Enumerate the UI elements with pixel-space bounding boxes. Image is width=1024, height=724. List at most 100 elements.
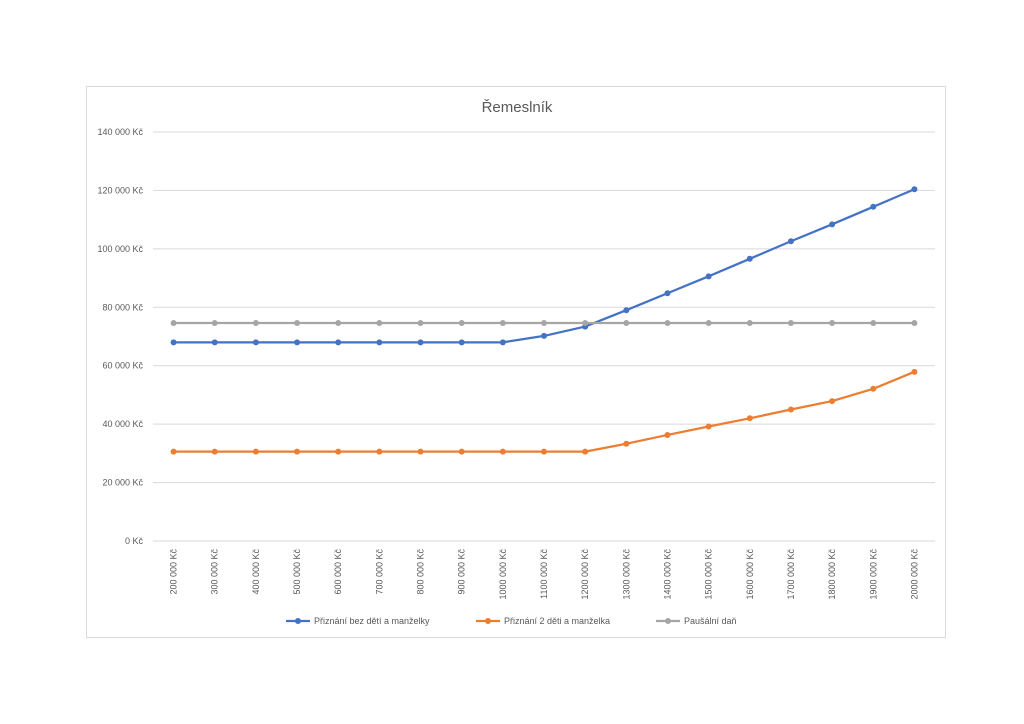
y-tick-label: 120 000 Kč (97, 185, 143, 195)
x-tick-label: 700 000 Kč (374, 549, 384, 595)
data-point (335, 448, 342, 455)
data-point (170, 448, 177, 455)
data-point (252, 320, 259, 327)
x-tick-label: 1000 000 Kč (498, 549, 508, 600)
data-point (582, 448, 589, 455)
x-tick-label: 900 000 Kč (457, 549, 467, 595)
data-point (787, 320, 794, 327)
data-point (541, 332, 547, 339)
data-point (541, 320, 547, 327)
x-tick-label: 1900 000 Kč (868, 549, 878, 600)
data-point (499, 320, 506, 327)
data-point (664, 320, 671, 327)
series-2 (170, 368, 918, 455)
data-point (911, 186, 918, 193)
data-point (294, 339, 301, 346)
data-point (746, 255, 753, 262)
legend-item: Paušální daň (656, 616, 737, 626)
data-point (911, 368, 918, 375)
legend-item: Přiznání 2 děti a manželka (476, 616, 610, 626)
x-tick-label: 1700 000 Kč (786, 549, 796, 600)
data-point (417, 320, 424, 327)
data-point (911, 320, 918, 327)
x-tick-label: 1400 000 Kč (662, 549, 672, 600)
data-point (664, 431, 671, 438)
data-point (787, 238, 794, 245)
x-tick-label: 400 000 Kč (251, 549, 261, 595)
series-line (173, 188, 915, 344)
data-point (458, 339, 465, 346)
x-axis-tick-labels: 200 000 Kč 300 000 Kč 400 000 Kč 500 000 Kč… (169, 549, 920, 600)
data-point (211, 339, 218, 346)
data-point (376, 339, 383, 346)
data-point (746, 415, 753, 422)
data-point (870, 320, 877, 327)
data-point (829, 398, 836, 405)
y-tick-label: 80 000 Kč (102, 302, 143, 312)
legend-item: Přiznání bez dětí a manželky (286, 616, 430, 626)
data-point (623, 307, 630, 314)
data-point (458, 320, 465, 327)
legend-label: Přiznání bez dětí a manželky (314, 616, 430, 626)
series-lines (170, 186, 918, 455)
data-point (170, 320, 177, 327)
legend-swatch-marker (665, 618, 671, 624)
data-point (499, 339, 506, 346)
chart-frame: Řemeslník 0 Kč 20 000 Kč 40 000 Kč 60 000 K… (86, 86, 946, 638)
x-tick-label: 1500 000 Kč (704, 549, 714, 600)
data-point (829, 221, 836, 228)
y-tick-label: 40 000 Kč (102, 419, 143, 429)
data-point (623, 320, 630, 327)
x-tick-label: 1800 000 Kč (827, 549, 837, 600)
legend-swatch-marker (485, 618, 491, 624)
data-point (211, 320, 218, 327)
y-tick-label: 140 000 Kč (97, 127, 143, 137)
x-tick-label: 1300 000 Kč (621, 549, 631, 600)
series-line (173, 370, 915, 453)
data-point (417, 448, 424, 455)
x-tick-label: 2000 000 Kč (909, 549, 919, 600)
data-point (335, 320, 342, 327)
data-point (705, 423, 712, 430)
legend-label: Přiznání 2 děti a manželka (504, 616, 610, 626)
chart-svg: Řemeslník 0 Kč 20 000 Kč 40 000 Kč 60 000 K… (97, 99, 935, 626)
data-point (170, 339, 177, 346)
data-point (705, 273, 712, 280)
data-point (294, 320, 301, 327)
data-point (252, 339, 259, 346)
x-tick-label: 1100 000 Kč (539, 549, 549, 599)
y-tick-label: 100 000 Kč (97, 244, 143, 254)
data-point (705, 320, 712, 327)
data-point (376, 448, 383, 455)
x-tick-label: 1200 000 Kč (580, 549, 590, 600)
data-point (746, 320, 753, 327)
y-tick-label: 60 000 Kč (102, 361, 143, 371)
data-point (252, 448, 259, 455)
y-tick-label: 0 Kč (125, 536, 144, 546)
legend: Přiznání bez dětí a manželky Přiznání 2 d… (286, 616, 737, 626)
data-point (787, 406, 794, 413)
data-point (582, 320, 589, 327)
x-tick-label: 300 000 Kč (210, 549, 220, 595)
chart-title: Řemeslník (482, 99, 553, 116)
data-point (376, 320, 383, 327)
data-point (211, 448, 218, 455)
data-point (499, 448, 506, 455)
legend-swatch-marker (295, 618, 301, 624)
x-tick-label: 600 000 Kč (333, 549, 343, 595)
data-point (335, 339, 342, 346)
y-tick-label: 20 000 Kč (102, 478, 143, 488)
legend-label: Paušální daň (684, 616, 737, 626)
data-point (664, 290, 671, 297)
data-point (458, 448, 465, 455)
data-point (870, 385, 877, 392)
y-axis-tick-labels: 0 Kč 20 000 Kč 40 000 Kč 60 000 Kč 80 000 Kč… (97, 127, 143, 546)
series-3 (170, 320, 918, 327)
data-point (829, 320, 836, 327)
x-tick-label: 500 000 Kč (292, 549, 302, 595)
x-tick-label: 1600 000 Kč (745, 549, 755, 600)
data-point (870, 203, 877, 210)
series-1 (170, 186, 918, 346)
x-tick-label: 800 000 Kč (416, 549, 426, 595)
data-point (417, 339, 424, 346)
